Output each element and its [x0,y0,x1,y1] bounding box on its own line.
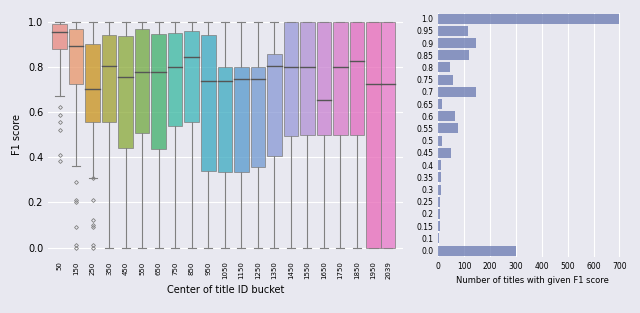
Bar [135,29,149,133]
Bar [69,29,83,84]
Bar [438,185,441,194]
Bar [118,36,133,148]
Bar [102,35,116,122]
Bar [168,33,182,126]
Bar [438,50,469,60]
Bar [438,197,440,207]
Bar [438,246,516,255]
Bar [438,233,440,243]
Bar [438,63,450,72]
Bar [267,54,282,156]
Bar [234,67,248,172]
Bar [85,44,100,122]
Bar [300,22,315,135]
Bar [317,22,331,135]
Bar [438,87,476,97]
Bar [333,22,348,135]
X-axis label: Center of title ID bucket: Center of title ID bucket [167,285,284,295]
Bar [438,221,440,231]
Bar [438,26,468,36]
Y-axis label: F1 score: F1 score [12,114,22,155]
Bar [284,22,298,136]
Bar [438,75,452,85]
Bar [381,22,396,248]
Bar [438,38,476,48]
Bar [218,67,232,172]
Bar [438,111,455,121]
X-axis label: Number of titles with given F1 score: Number of titles with given F1 score [456,276,609,285]
Bar [438,148,451,158]
Bar [349,22,364,135]
Bar [438,160,441,170]
Bar [152,34,166,149]
Bar [184,31,199,122]
Bar [438,209,440,219]
Bar [250,67,265,167]
Bar [52,24,67,49]
Bar [366,22,381,248]
Bar [438,99,442,109]
Bar [438,124,458,133]
Bar [438,136,442,146]
Bar [201,35,216,171]
Bar [438,14,620,23]
Bar [438,172,441,182]
